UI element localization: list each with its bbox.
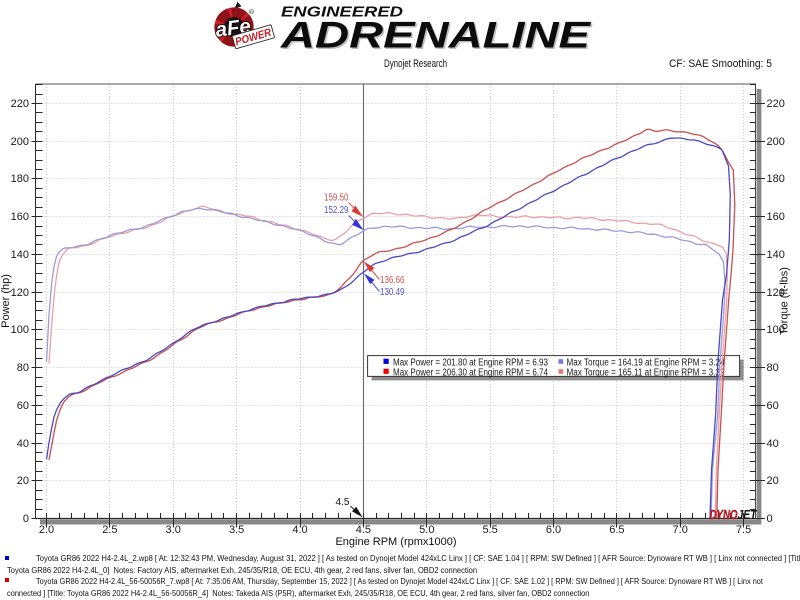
svg-text:80: 80 [767,362,779,374]
svg-text:100: 100 [11,324,29,336]
svg-text:Dynojet Research: Dynojet Research [384,58,447,70]
svg-text:160: 160 [11,211,29,223]
svg-text:6.5: 6.5 [609,524,624,536]
svg-text:140: 140 [767,249,785,261]
svg-text:JET: JET [738,508,758,522]
svg-text:6.0: 6.0 [546,524,561,536]
svg-text:4.0: 4.0 [292,524,307,536]
svg-text:60: 60 [17,400,29,412]
svg-text:CF: SAE Smoothing: 5: CF: SAE Smoothing: 5 [669,58,772,70]
svg-text:120: 120 [11,287,29,299]
svg-text:180: 180 [11,173,29,185]
svg-text:4.5: 4.5 [356,524,371,536]
svg-text:Engine RPM (rpmx1000): Engine RPM (rpmx1000) [335,536,456,548]
svg-text:ADRENALINE: ADRENALINE [281,16,593,57]
svg-text:200: 200 [767,136,785,148]
svg-text:7.5: 7.5 [736,524,751,536]
svg-text:ADRENALINE: ADRENALINE [280,15,592,56]
svg-text:2.0: 2.0 [39,524,54,536]
svg-text:220: 220 [11,98,29,110]
svg-text:220: 220 [767,98,785,110]
svg-text:0: 0 [767,513,773,525]
svg-text:80: 80 [17,362,29,374]
svg-text:20: 20 [17,475,29,487]
svg-text:Max Torque = 165.11 at Engine: Max Torque = 165.11 at Engine RPM = 3.22 [567,368,725,379]
svg-text:Max Power = 201.80 at Engine R: Max Power = 201.80 at Engine RPM = 6.93 [393,358,548,369]
svg-text:0: 0 [23,513,29,525]
svg-text:Power (hp): Power (hp) [0,274,12,328]
svg-text:3.5: 3.5 [229,524,244,536]
svg-text:120: 120 [767,287,785,299]
svg-text:7.0: 7.0 [673,524,688,536]
svg-text:159.50: 159.50 [324,193,349,204]
svg-text:20: 20 [767,475,779,487]
svg-text:ENGINEERED: ENGINEERED [281,5,404,21]
svg-text:140: 140 [11,249,29,261]
svg-text:136.66: 136.66 [380,275,405,286]
svg-text:100: 100 [767,324,785,336]
svg-text:60: 60 [767,400,779,412]
svg-text:DYNO: DYNO [710,508,738,522]
svg-text:2.5: 2.5 [102,524,117,536]
svg-text:180: 180 [767,173,785,185]
svg-text:5.5: 5.5 [482,524,497,536]
svg-text:Max Power = 206.30 at Engine R: Max Power = 206.30 at Engine RPM = 6.74 [393,368,548,379]
svg-text:4.5: 4.5 [336,497,350,508]
svg-text:130.49: 130.49 [380,287,405,298]
svg-text:160: 160 [767,211,785,223]
svg-text:40: 40 [17,438,29,450]
svg-text:5.0: 5.0 [419,524,434,536]
svg-text:152.29: 152.29 [324,205,349,216]
svg-text:Torque (ft-lbs): Torque (ft-lbs) [779,267,791,335]
svg-text:R: R [250,9,253,14]
svg-text:200: 200 [11,136,29,148]
svg-text:3.0: 3.0 [166,524,181,536]
svg-text:Max Torque = 164.19 at Engine: Max Torque = 164.19 at Engine RPM = 3.24 [567,358,725,369]
svg-text:40: 40 [767,438,779,450]
